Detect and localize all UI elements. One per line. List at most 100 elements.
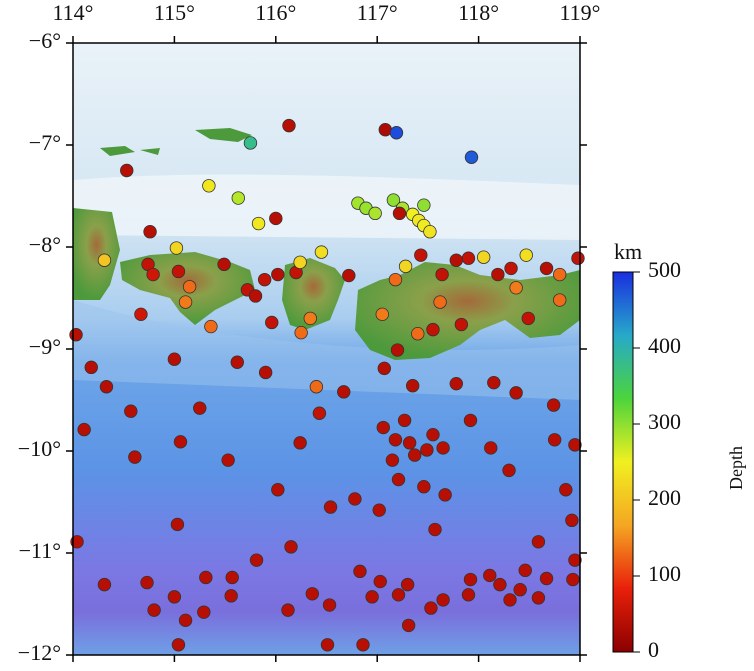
colorbar-tick-label: 300 xyxy=(648,409,681,434)
earthquake xyxy=(553,293,567,307)
earthquake xyxy=(271,267,285,282)
earthquake xyxy=(251,216,266,231)
earthquake xyxy=(99,380,114,394)
earthquake xyxy=(314,245,329,259)
earthquake xyxy=(243,136,258,150)
colorbar xyxy=(612,271,634,653)
earthquake xyxy=(178,613,193,628)
earthquake xyxy=(305,587,320,601)
earthquake xyxy=(375,307,389,322)
earthquake xyxy=(386,193,401,207)
earthquake xyxy=(193,401,207,415)
earthquake xyxy=(170,517,185,532)
earthquake xyxy=(221,453,235,467)
y-tick-label: −11° xyxy=(19,538,61,563)
earthquake xyxy=(120,163,134,178)
earthquake xyxy=(566,572,580,587)
y-tick-label: −7° xyxy=(29,130,61,155)
earthquake xyxy=(402,436,417,450)
earthquake xyxy=(257,272,272,287)
earthquake xyxy=(565,513,579,528)
earthquake xyxy=(69,328,83,342)
earthquake xyxy=(461,588,476,602)
earthquake xyxy=(204,319,218,334)
earthquake xyxy=(97,577,112,592)
colorbar-tick-label: 500 xyxy=(648,257,681,282)
earthquake xyxy=(143,224,157,239)
earthquake xyxy=(417,198,431,212)
earthquake xyxy=(147,603,161,617)
earthquake xyxy=(424,601,438,615)
earthquake xyxy=(513,583,527,597)
y-tick-label: −12° xyxy=(18,640,61,665)
earthquake xyxy=(568,553,582,567)
earthquake xyxy=(484,441,498,455)
earthquake xyxy=(531,591,546,605)
earthquake xyxy=(293,255,307,269)
earthquake xyxy=(124,404,138,418)
earthquake xyxy=(146,267,160,282)
earthquake xyxy=(342,268,356,283)
earthquake xyxy=(547,433,562,447)
x-tick-label: 116° xyxy=(255,0,296,25)
earthquake xyxy=(77,422,91,437)
colorbar-tick-label: 400 xyxy=(648,333,681,358)
colorbar-tick-label: 100 xyxy=(648,561,681,586)
colorbar-tick-label: 0 xyxy=(648,637,659,662)
earthquake xyxy=(84,360,98,375)
earthquake xyxy=(476,250,491,264)
earthquake xyxy=(464,150,479,164)
earthquake xyxy=(391,472,406,487)
earthquake xyxy=(217,257,231,272)
earthquake xyxy=(487,375,501,390)
earthquake xyxy=(435,267,449,282)
earthquake xyxy=(568,438,582,452)
earthquake xyxy=(414,248,428,262)
earthquake xyxy=(323,500,338,514)
earthquake xyxy=(426,427,440,442)
earthquake xyxy=(388,433,403,447)
earthquake xyxy=(433,295,447,309)
earthquake xyxy=(97,253,112,267)
earthquake xyxy=(265,315,279,330)
earthquake xyxy=(258,365,273,380)
y-tick-label: −9° xyxy=(29,334,61,359)
earthquake xyxy=(281,603,295,617)
earthquake xyxy=(417,480,431,494)
earthquake xyxy=(531,535,546,549)
earthquake xyxy=(391,588,406,602)
earthquake xyxy=(483,568,497,583)
earthquake xyxy=(521,311,535,326)
earthquake xyxy=(271,483,285,497)
earthquake xyxy=(518,563,532,578)
y-tick-label: −8° xyxy=(29,232,61,257)
x-tick-label: 118° xyxy=(458,0,499,25)
earthquake xyxy=(504,261,518,276)
earthquake xyxy=(438,488,452,502)
earthquake xyxy=(436,441,450,455)
earthquake xyxy=(423,224,437,239)
earthquake xyxy=(398,259,413,274)
earthquake xyxy=(312,406,327,420)
earthquake xyxy=(322,598,337,612)
earthquake xyxy=(337,385,351,399)
earthquake xyxy=(400,577,415,592)
earthquake xyxy=(365,590,379,604)
earthquake xyxy=(378,122,393,137)
earthquake xyxy=(539,261,554,276)
x-tick-label: 119° xyxy=(560,0,601,25)
y-tick-label: −6° xyxy=(29,28,61,53)
earthquake xyxy=(392,206,407,221)
earthquake xyxy=(269,211,283,226)
earthquake xyxy=(408,448,422,462)
earthquake xyxy=(436,593,450,607)
earthquake xyxy=(373,574,387,589)
earthquake xyxy=(348,492,362,506)
earthquake xyxy=(461,251,476,265)
earthquake xyxy=(385,453,400,467)
earthquake xyxy=(377,361,391,376)
earthquake xyxy=(503,593,517,607)
earthquake xyxy=(140,575,154,590)
earthquake xyxy=(571,251,585,265)
